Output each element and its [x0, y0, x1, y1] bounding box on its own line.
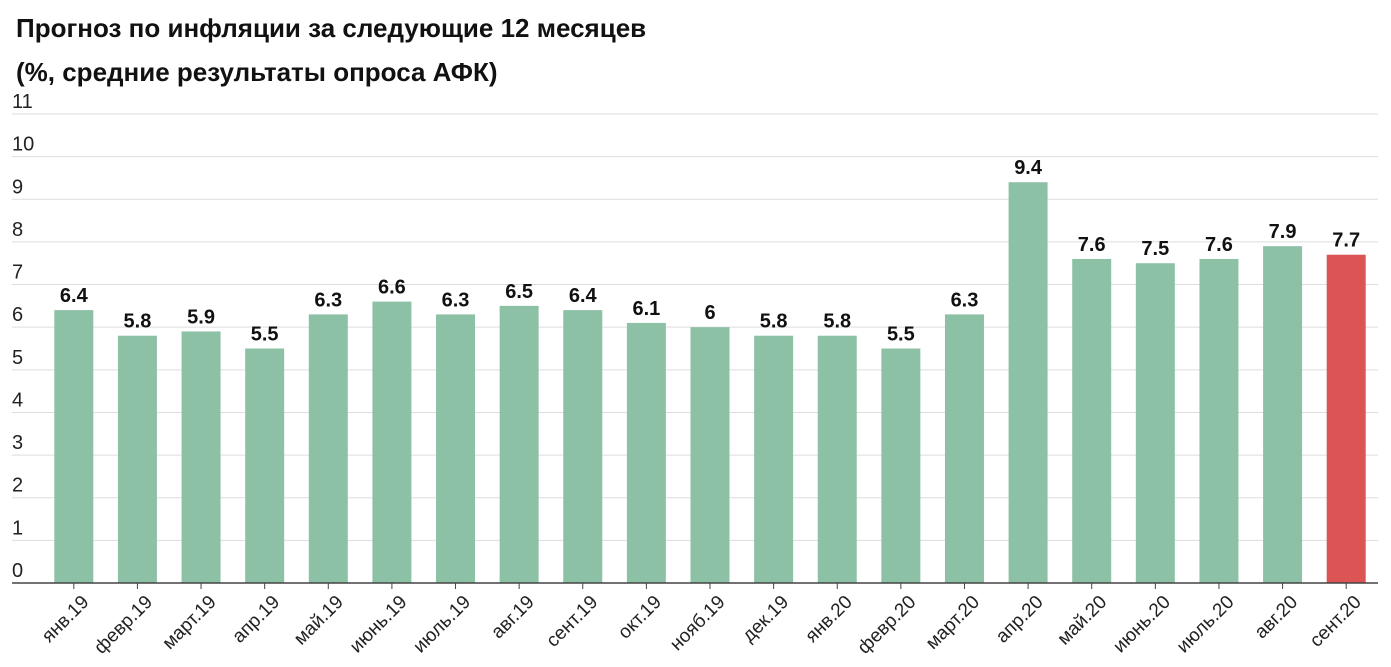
y-tick-label: 9: [12, 176, 23, 198]
x-tick-label: авг.19: [487, 592, 538, 643]
bars: [54, 182, 1366, 583]
y-tick-label: 0: [12, 560, 23, 582]
bar: [436, 314, 476, 583]
bar: [1072, 258, 1112, 583]
data-label: 5.8: [823, 311, 851, 333]
bar: [1199, 258, 1239, 583]
data-label: 5.9: [187, 306, 215, 328]
data-label: 7.7: [1332, 230, 1360, 252]
x-tick-label: июнь.19: [346, 592, 412, 658]
x-tick-label: авг.20: [1251, 592, 1302, 643]
y-tick-label: 3: [12, 432, 23, 454]
x-tick-label: нояб.19: [666, 592, 729, 655]
data-label: 6.1: [632, 298, 660, 320]
x-tick-label: окт.19: [614, 592, 666, 644]
data-labels: 6.4 5.8 5.9 5.5 6.3 6.6 6.3 6.5 6.4 6.1 6 5.8 5.8 5.5…: [60, 157, 1360, 345]
bar: [499, 305, 539, 583]
y-tick-label: 5: [12, 347, 23, 369]
data-label: 6: [704, 302, 715, 324]
bar: [754, 335, 794, 583]
x-tick-label: июнь.20: [1109, 592, 1175, 658]
chart-title-line-1: Прогноз по инфляции за следующие 12 меся…: [16, 13, 647, 43]
x-tick-label: март.20: [922, 592, 984, 654]
bar: [1135, 263, 1175, 583]
bar: [1263, 246, 1303, 583]
data-label: 7.5: [1141, 238, 1169, 260]
x-tick-label: февр.19: [90, 592, 157, 659]
y-tick-label: 6: [12, 304, 23, 326]
bar: [1326, 254, 1366, 583]
x-tick-label: март.19: [159, 592, 221, 654]
bar: [563, 310, 603, 583]
bar: [117, 335, 157, 583]
bar: [372, 301, 412, 583]
data-label: 7.6: [1078, 234, 1106, 256]
x-tick-label: дек.19: [738, 592, 793, 647]
bar: [944, 314, 984, 583]
x-tick-label: май.20: [1054, 592, 1112, 650]
data-label: 6.6: [378, 277, 406, 299]
data-label: 5.5: [251, 324, 279, 346]
data-label: 9.4: [1014, 157, 1043, 179]
bar: [626, 322, 666, 583]
chart-title-line-2: (%, средние результаты опроса АФК): [16, 57, 498, 87]
y-tick-label: 7: [12, 262, 23, 284]
bar: [1008, 182, 1048, 583]
x-tick-label: сент.20: [1306, 592, 1366, 652]
x-tick-label: янв.20: [801, 592, 856, 647]
bar: [881, 348, 921, 583]
bar: [54, 310, 94, 583]
x-tick-label: апр.20: [992, 592, 1048, 648]
data-label: 7.6: [1205, 234, 1233, 256]
data-label: 6.5: [505, 281, 533, 303]
data-label: 5.8: [124, 311, 152, 333]
x-tick-label: июль.20: [1173, 592, 1239, 658]
x-tick-label: сент.19: [542, 592, 602, 652]
data-label: 6.4: [60, 285, 89, 307]
bar: [690, 327, 730, 583]
x-tick-label: апр.19: [228, 592, 284, 648]
chart-title: Прогноз по инфляции за следующие 12 меся…: [16, 6, 646, 94]
x-tick-label: февр.20: [854, 592, 921, 659]
x-tick-label: янв.19: [38, 592, 93, 647]
y-tick-label: 8: [12, 219, 23, 241]
y-tick-label: 2: [12, 475, 23, 497]
bar: [245, 348, 285, 583]
data-label: 6.3: [951, 289, 979, 311]
data-label: 6.3: [442, 289, 470, 311]
bar: [308, 314, 348, 583]
x-axis: [12, 582, 1378, 589]
bar: [181, 331, 221, 583]
data-label: 5.5: [887, 324, 915, 346]
data-label: 6.4: [569, 285, 598, 307]
x-tick-label: июль.19: [409, 592, 475, 658]
data-label: 7.9: [1269, 221, 1297, 243]
y-axis-ticks: 0 1 2 3 4 5 6 7 8 9 10 11: [12, 91, 34, 582]
y-tick-label: 1: [12, 517, 23, 539]
y-tick-label: 11: [12, 91, 33, 113]
bar: [817, 335, 857, 583]
x-tick-label: май.19: [290, 592, 348, 650]
data-label: 5.8: [760, 311, 788, 333]
y-tick-label: 4: [12, 389, 23, 411]
y-tick-label: 10: [12, 134, 34, 156]
data-label: 6.3: [314, 289, 342, 311]
